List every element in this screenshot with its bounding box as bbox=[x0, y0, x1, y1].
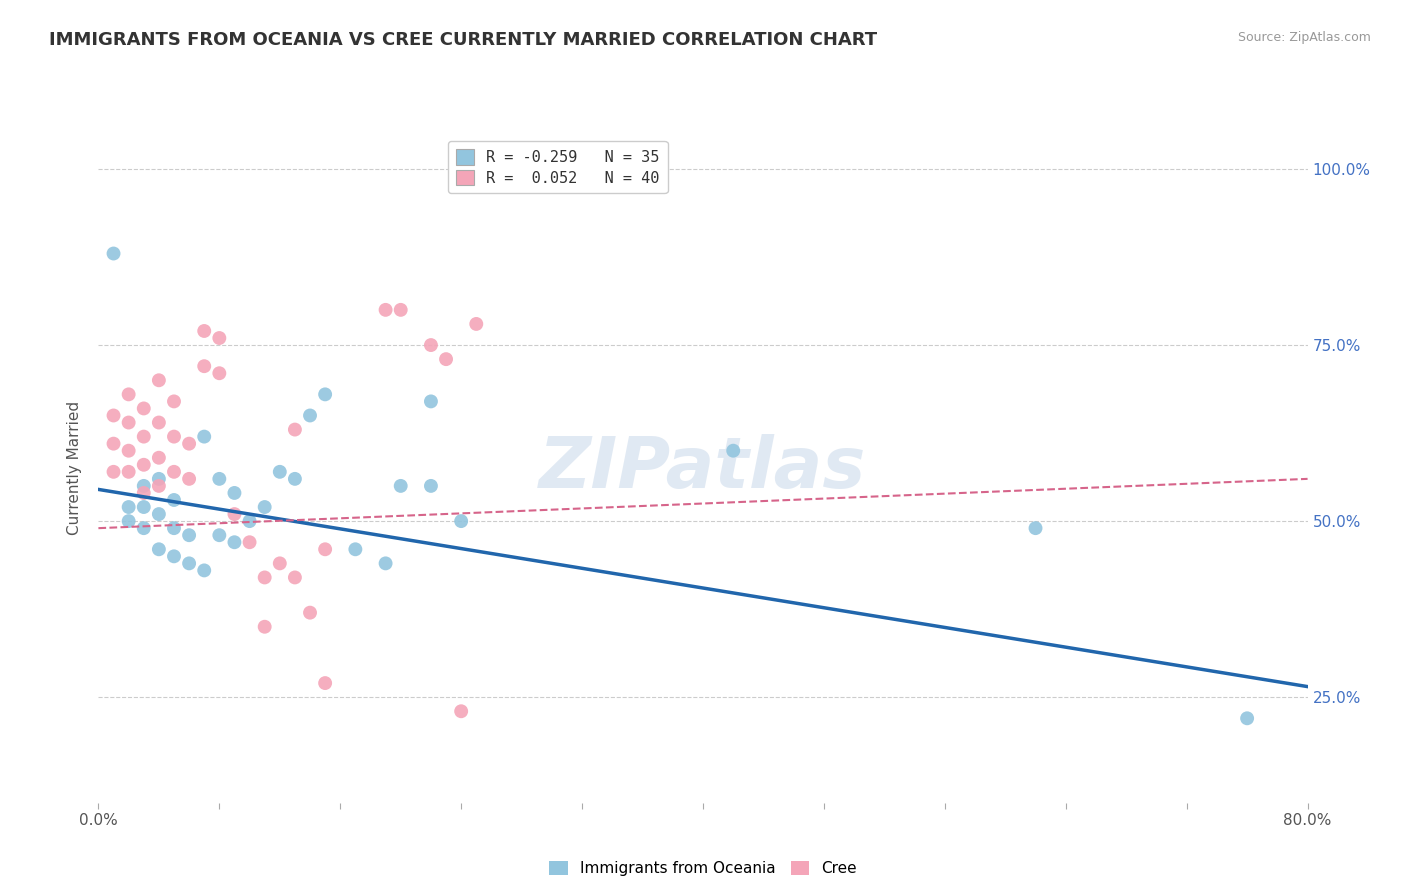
Point bbox=[118, 500, 141, 514]
Point bbox=[420, 338, 443, 352]
Point bbox=[253, 570, 276, 584]
Point bbox=[179, 436, 201, 450]
Point bbox=[163, 493, 186, 508]
Point bbox=[163, 549, 186, 564]
Point bbox=[118, 514, 141, 528]
Point bbox=[284, 472, 307, 486]
Point bbox=[434, 352, 457, 367]
Point bbox=[132, 458, 155, 472]
Point bbox=[224, 507, 246, 521]
Point bbox=[193, 563, 215, 577]
Point bbox=[163, 394, 186, 409]
Point bbox=[132, 521, 155, 535]
Point bbox=[269, 557, 291, 571]
Point bbox=[148, 507, 170, 521]
Point bbox=[148, 472, 170, 486]
Point bbox=[208, 472, 231, 486]
Point bbox=[239, 535, 262, 549]
Point bbox=[389, 479, 412, 493]
Point bbox=[314, 387, 336, 401]
Point bbox=[118, 416, 141, 430]
Point bbox=[314, 676, 336, 690]
Point bbox=[224, 486, 246, 500]
Point bbox=[179, 472, 201, 486]
Point bbox=[389, 302, 412, 317]
Point bbox=[118, 443, 141, 458]
Point bbox=[450, 514, 472, 528]
Point bbox=[284, 423, 307, 437]
Text: ZIPatlas: ZIPatlas bbox=[540, 434, 866, 503]
Point bbox=[103, 409, 125, 423]
Point bbox=[224, 535, 246, 549]
Point bbox=[193, 359, 215, 374]
Point bbox=[163, 465, 186, 479]
Point bbox=[253, 500, 276, 514]
Point bbox=[193, 429, 215, 443]
Point bbox=[163, 429, 186, 443]
Point bbox=[314, 542, 336, 557]
Point bbox=[420, 479, 443, 493]
Point bbox=[299, 606, 322, 620]
Point bbox=[269, 465, 291, 479]
Point bbox=[163, 521, 186, 535]
Point bbox=[148, 450, 170, 465]
Text: IMMIGRANTS FROM OCEANIA VS CREE CURRENTLY MARRIED CORRELATION CHART: IMMIGRANTS FROM OCEANIA VS CREE CURRENTL… bbox=[49, 31, 877, 49]
Point bbox=[1024, 521, 1046, 535]
Point bbox=[208, 528, 231, 542]
Text: Source: ZipAtlas.com: Source: ZipAtlas.com bbox=[1237, 31, 1371, 45]
Point bbox=[208, 331, 231, 345]
Legend: Immigrants from Oceania, Cree: Immigrants from Oceania, Cree bbox=[543, 855, 863, 882]
Point bbox=[103, 246, 125, 260]
Point bbox=[132, 486, 155, 500]
Point bbox=[132, 500, 155, 514]
Point bbox=[723, 443, 745, 458]
Point bbox=[148, 416, 170, 430]
Y-axis label: Currently Married: Currently Married bbox=[67, 401, 83, 535]
Point bbox=[374, 302, 396, 317]
Point bbox=[208, 366, 231, 380]
Point bbox=[1236, 711, 1258, 725]
Point bbox=[465, 317, 488, 331]
Point bbox=[344, 542, 367, 557]
Point bbox=[148, 542, 170, 557]
Point bbox=[132, 401, 155, 416]
Point bbox=[148, 373, 170, 387]
Point bbox=[148, 479, 170, 493]
Point bbox=[179, 528, 201, 542]
Point bbox=[374, 557, 396, 571]
Point bbox=[103, 436, 125, 450]
Point bbox=[118, 387, 141, 401]
Point bbox=[193, 324, 215, 338]
Point bbox=[179, 557, 201, 571]
Point bbox=[132, 479, 155, 493]
Point bbox=[284, 570, 307, 584]
Point bbox=[253, 620, 276, 634]
Point bbox=[239, 514, 262, 528]
Point bbox=[103, 465, 125, 479]
Point bbox=[132, 429, 155, 443]
Point bbox=[450, 704, 472, 718]
Point bbox=[118, 465, 141, 479]
Point bbox=[299, 409, 322, 423]
Point bbox=[420, 394, 443, 409]
